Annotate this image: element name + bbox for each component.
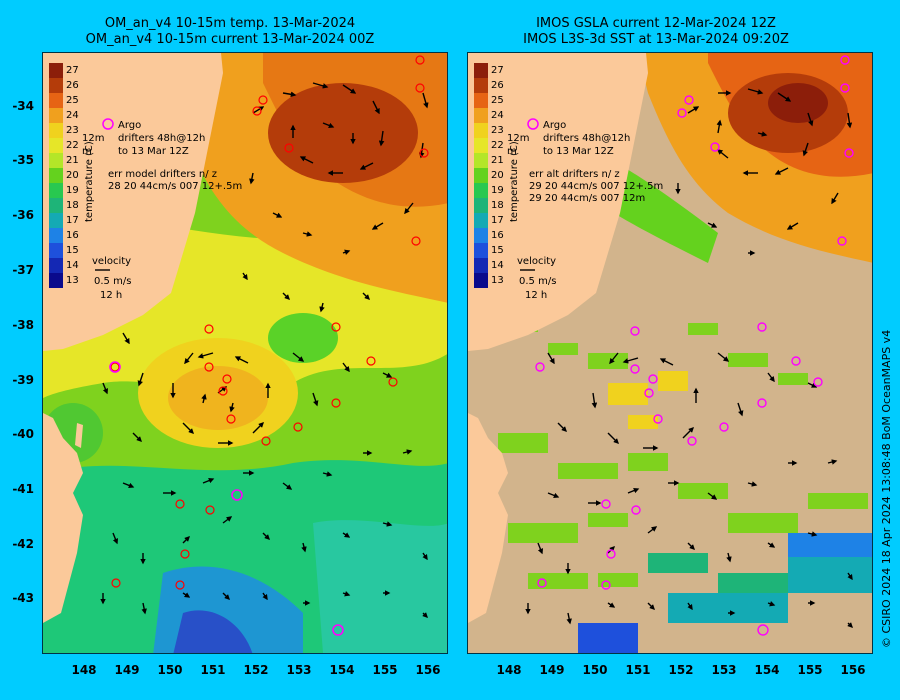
left-colorbar: [49, 63, 63, 288]
right-drifters: [535, 55, 854, 636]
lon-tick-right: 151: [625, 663, 651, 677]
right-title-line-2: IMOS L3S-3d SST at 13-Mar-2024 09:20Z: [523, 32, 789, 47]
credit-text: © CSIRO 2024 18 Apr 2024 13:08:48 BoM Oc…: [880, 329, 893, 648]
lat-tick: -39: [12, 373, 34, 387]
lon-tick-left: 155: [372, 663, 398, 677]
lat-tick: -38: [12, 318, 34, 332]
lat-tick: -34: [12, 99, 34, 113]
left-drifters: [110, 55, 429, 590]
lon-tick-left: 153: [286, 663, 312, 677]
right-velocity-arrows: [525, 88, 853, 628]
lat-tick: -36: [12, 208, 34, 222]
right-colorbar: [474, 63, 488, 288]
lat-tick: -43: [12, 591, 34, 605]
lon-tick-left: 151: [200, 663, 226, 677]
left-map-svg: [43, 53, 447, 653]
left-panel-title: OM_an_v4 10-15m temp. 13-Mar-2024 OM_an_…: [20, 16, 440, 48]
lat-tick: -40: [12, 427, 34, 441]
lon-tick-right: 148: [496, 663, 522, 677]
lon-tick-right: 149: [539, 663, 565, 677]
lon-tick-left: 150: [157, 663, 183, 677]
lat-tick: -42: [12, 537, 34, 551]
left-title-line-1: OM_an_v4 10-15m temp. 13-Mar-2024: [104, 16, 356, 31]
lon-tick-left: 149: [114, 663, 140, 677]
lon-tick-right: 154: [754, 663, 780, 677]
lon-tick-left: 148: [71, 663, 97, 677]
lat-tick: -41: [12, 482, 34, 496]
right-map-panel[interactable]: [467, 52, 873, 654]
right-map-svg: [468, 53, 872, 653]
left-velocity-arrows: [100, 82, 429, 618]
lon-tick-right: 155: [797, 663, 823, 677]
left-argo-floats: [109, 361, 344, 636]
lon-tick-left: 156: [415, 663, 441, 677]
right-title-line-1: IMOS GSLA current 12-Mar-2024 12Z: [536, 16, 776, 31]
lon-tick-left: 152: [243, 663, 269, 677]
lon-tick-left: 154: [329, 663, 355, 677]
lat-tick: -37: [12, 263, 34, 277]
lon-tick-right: 152: [668, 663, 694, 677]
left-title-line-2: OM_an_v4 10-15m current 13-Mar-2024 00Z: [85, 32, 375, 47]
right-panel-title: IMOS GSLA current 12-Mar-2024 12Z IMOS L…: [446, 16, 866, 48]
lon-tick-right: 153: [711, 663, 737, 677]
left-map-panel[interactable]: [42, 52, 448, 654]
lat-tick: -35: [12, 153, 34, 167]
lon-tick-right: 150: [582, 663, 608, 677]
lon-tick-right: 156: [840, 663, 866, 677]
